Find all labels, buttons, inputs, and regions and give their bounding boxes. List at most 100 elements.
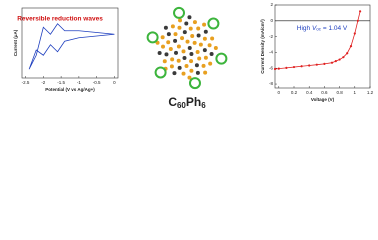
data-point (273, 67, 277, 71)
phenyl (154, 66, 167, 79)
page: Reversible reduction waves C60Ph6 High V… (0, 0, 378, 115)
data-point (315, 63, 318, 66)
atom (189, 52, 194, 57)
atom (161, 44, 166, 49)
atom (187, 75, 192, 80)
y-axis-label: Current Density (mA/cm²) (260, 19, 265, 74)
atom (201, 63, 206, 68)
atom (172, 71, 177, 76)
y-tick-label: -6 (269, 65, 273, 70)
data-point (285, 66, 288, 69)
atom (194, 63, 199, 68)
x-tick-label: -1 (77, 80, 81, 85)
atom (184, 21, 189, 26)
y-tick-label: -4 (269, 50, 273, 55)
atom (188, 26, 193, 31)
annotation: High Voc = 1.04 V (297, 25, 348, 32)
data-point (342, 56, 345, 59)
atom (160, 35, 165, 40)
atom (203, 55, 208, 60)
x-tick-label: -2.5 (22, 80, 30, 85)
label-part: C (168, 95, 177, 109)
molecule-label: C60Ph6 (168, 95, 206, 110)
atom (170, 24, 175, 29)
data-point (323, 62, 326, 65)
x-tick-label: -1.5 (57, 80, 65, 85)
data-point (330, 61, 334, 64)
plot-frame (274, 4, 371, 89)
data-point (308, 64, 311, 67)
phenyl (207, 17, 220, 30)
atom (197, 56, 202, 61)
atom (196, 33, 201, 38)
atom (209, 51, 214, 56)
atom (192, 20, 197, 25)
atom (202, 22, 207, 27)
atom (189, 68, 194, 73)
atom (163, 25, 168, 30)
x-tick-label: 1 (354, 90, 357, 95)
graphical-abstract: Reversible reduction waves C60Ph6 High V… (13, 2, 374, 110)
atom (198, 42, 203, 47)
data-point (277, 67, 280, 70)
atom (189, 59, 194, 64)
x-tick-label: 0 (278, 90, 281, 95)
data-point (300, 65, 303, 68)
y-tick-label: 2 (270, 2, 273, 7)
atom (173, 38, 178, 43)
data-point (338, 58, 341, 61)
y-tick-label: 0 (270, 18, 273, 23)
data-point (356, 19, 359, 22)
label-part: Ph (186, 95, 201, 109)
atom (187, 46, 192, 50)
atom (178, 18, 183, 23)
atom (181, 49, 186, 54)
atom (173, 32, 178, 37)
atom (210, 36, 215, 41)
x-tick-label: 0.4 (306, 90, 313, 95)
phenyl (188, 77, 201, 90)
x-tick-label: 1.2 (367, 90, 374, 95)
annotation-part: V (312, 25, 317, 32)
x-tick-label: 0.2 (291, 90, 298, 95)
annotation: Reversible reduction waves (17, 16, 103, 23)
atom (185, 39, 190, 44)
atom (166, 32, 171, 37)
atom (169, 64, 174, 69)
atom (213, 45, 218, 50)
annotation-part: oc (316, 27, 322, 32)
atom (195, 70, 200, 75)
y-tick-label: -8 (269, 81, 273, 86)
annotation-part: High (297, 25, 312, 32)
phenyl (146, 31, 159, 44)
atom (184, 63, 189, 68)
atom (170, 57, 175, 62)
x-tick-label: 0.8 (336, 90, 343, 95)
atom (187, 15, 192, 20)
atom (182, 56, 187, 61)
data-point (353, 32, 356, 35)
x-axis-label: Voltage (V) (311, 97, 335, 102)
atom (162, 59, 167, 64)
atom (196, 26, 201, 31)
atom (177, 25, 182, 30)
atom (207, 43, 212, 48)
atom (202, 36, 207, 41)
data-point (292, 65, 296, 69)
label-part: 60 (177, 101, 186, 110)
data-point (346, 52, 349, 55)
data-line (274, 11, 361, 70)
atom (164, 52, 169, 57)
x-tick-label: -2 (41, 80, 45, 85)
plot-frame (21, 7, 119, 79)
x-axis-label: Potential (V vs Ag/Ag+) (45, 87, 95, 92)
atom (168, 46, 173, 51)
x-tick-label: 0 (113, 80, 116, 85)
atom (192, 40, 197, 45)
data-line (28, 23, 115, 70)
phenyl (215, 52, 228, 65)
atom (180, 36, 185, 41)
atom (190, 34, 195, 39)
data-point (359, 10, 362, 13)
y-axis-label: Current (μA) (13, 29, 18, 56)
